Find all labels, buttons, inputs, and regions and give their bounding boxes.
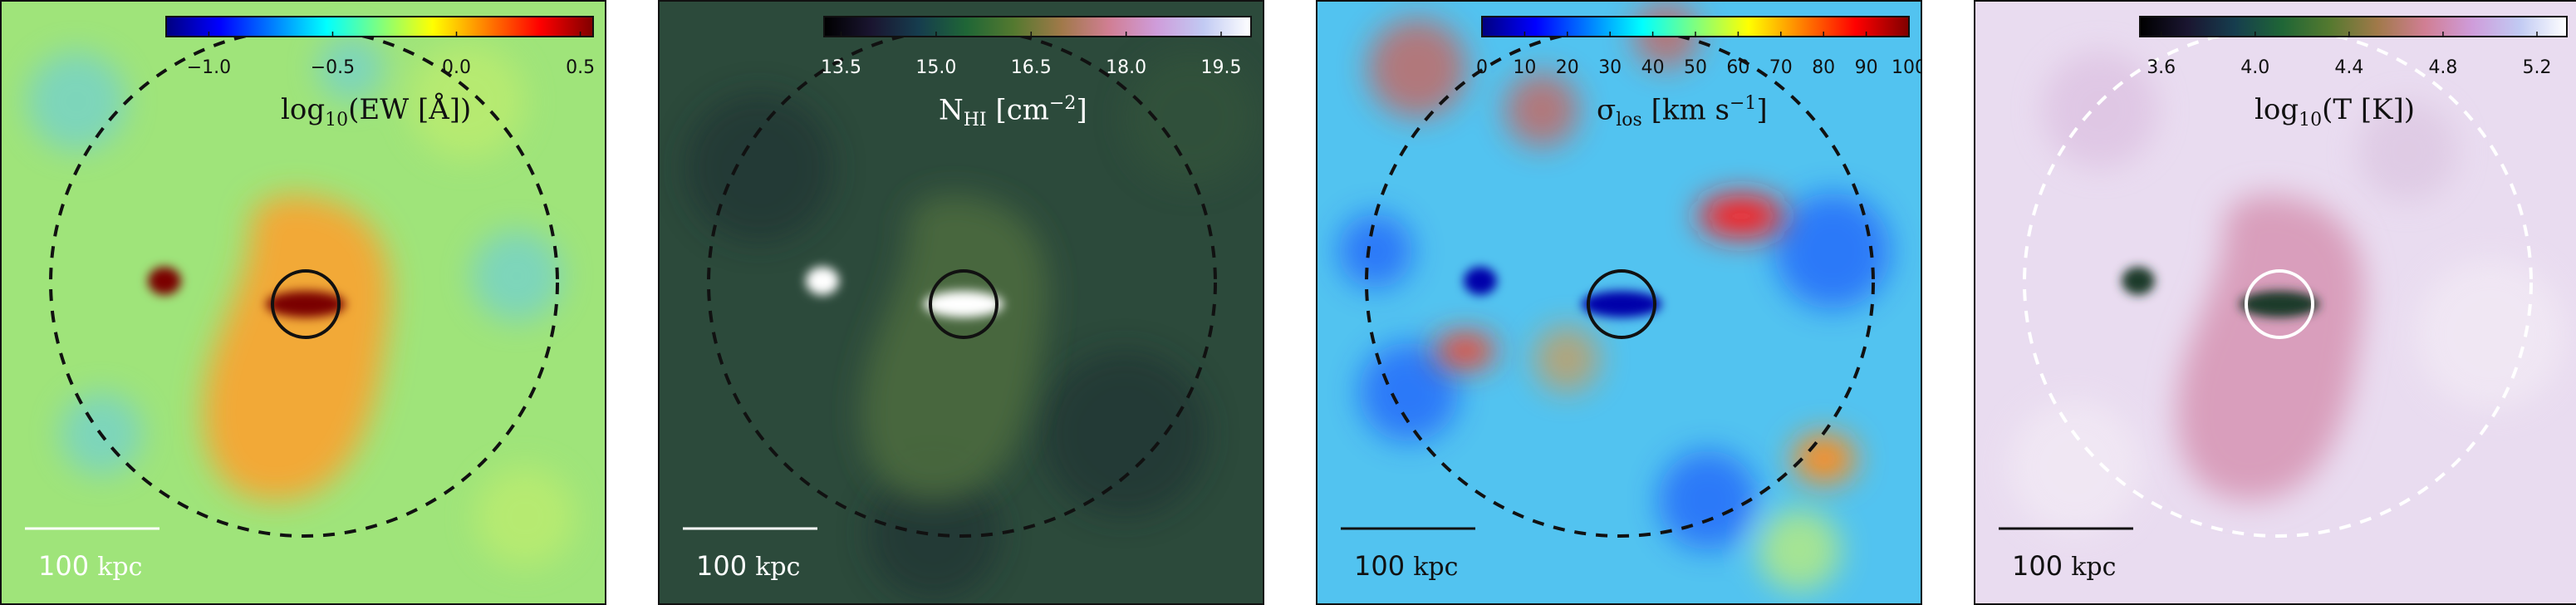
colorbar-tick-label: 0: [1476, 57, 1488, 78]
central-structure: [203, 194, 390, 500]
colorbar-tick-label: 4.8: [2428, 57, 2457, 78]
colorbar-tick-label: 18.0: [1106, 57, 1146, 78]
galaxy-circle: [929, 269, 999, 339]
gas-clumps: [806, 267, 1003, 317]
gas-clumps: [148, 267, 346, 317]
colorbar-tick-label: 0.0: [442, 57, 471, 78]
colorbar-tick-label: 3.6: [2147, 57, 2176, 78]
colorbar-tick-label: 70: [1769, 57, 1793, 78]
map-image: −1.0 −0.5 0.0 0.5: [2, 2, 605, 603]
colorbar-tick-label: 4.0: [2240, 57, 2269, 78]
scale-bar-label: 100 kpc: [696, 550, 801, 582]
map-texture: [27, 35, 575, 567]
quantity-label: log10(T [K]): [2255, 93, 2416, 130]
colorbar-tick-label: 16.5: [1011, 57, 1052, 78]
map-image: 0 10 20 30 40 50 60 70 80 90 100: [1317, 2, 1922, 603]
map-image: 3.6 4.0 4.4 4.8 5.2: [1975, 2, 2576, 603]
colorbar-tick-label: 100: [1892, 57, 1922, 78]
scale-bar-label: 100 kpc: [2012, 550, 2117, 582]
central-structure: [1435, 194, 1856, 484]
colorbar-tick-label: 90: [1855, 57, 1878, 78]
central-structure: [861, 194, 1048, 500]
colorbar-tick-label: 50: [1684, 57, 1707, 78]
colorbar: [823, 16, 1252, 37]
quantity-label: log10(EW [Å]): [281, 93, 472, 130]
map-texture: [1338, 2, 1891, 592]
colorbar-tick-label: 80: [1812, 57, 1835, 78]
colorbar-tick-label: 5.2: [2523, 57, 2552, 78]
colorbar-tick-label: 30: [1598, 57, 1622, 78]
colorbar-tick-label: 4.4: [2334, 57, 2363, 78]
central-structure: [2176, 194, 2364, 500]
colorbar: [165, 16, 594, 37]
colorbar-tick-label: 10: [1513, 57, 1536, 78]
galaxy-circle: [271, 269, 341, 339]
colorbar-tick-label: 13.5: [821, 57, 861, 78]
panel-hi-column-density: 13.5 15.0 16.5 18.0 19.5 NHI [cm−2] 100 kpc: [658, 0, 1264, 605]
colorbar-tick-label: 40: [1641, 57, 1665, 78]
galaxy-circle: [1587, 269, 1656, 339]
colorbar-tick-label: 15.0: [915, 57, 956, 78]
map-image: 13.5 15.0 16.5 18.0 19.5: [660, 2, 1263, 603]
map-texture: [2009, 52, 2565, 534]
colorbar-tick-label: −1.0: [187, 57, 231, 78]
gas-clumps: [2122, 267, 2319, 317]
scale-bar-label: 100 kpc: [1354, 550, 1459, 582]
colorbar-tick-label: 19.5: [1201, 57, 1242, 78]
galaxy-circle: [2245, 269, 2314, 339]
colorbar: [2139, 16, 2568, 37]
colorbar-tick-label: 0.5: [566, 57, 595, 78]
colorbar-tick-label: −0.5: [311, 57, 355, 78]
quantity-label: σlos [km s−1]: [1597, 93, 1768, 131]
scale-bar-label: 100 kpc: [38, 550, 143, 582]
panel-temperature: 3.6 4.0 4.4 4.8 5.2 log10(T [K]) 100 kpc: [1974, 0, 2576, 605]
panel-velocity-dispersion: 0 10 20 30 40 50 60 70 80 90 100 σlos [km s−1] 100 k…: [1316, 0, 1922, 605]
colorbar-tick-label: 20: [1556, 57, 1579, 78]
quantity-label: NHI [cm−2]: [939, 93, 1087, 131]
panel-equivalent-width: −1.0 −0.5 0.0 0.5 log10(EW [Å]) 100 kpc: [0, 0, 606, 605]
colorbar-tick-label: 60: [1726, 57, 1749, 78]
gas-clumps: [1464, 267, 1661, 317]
